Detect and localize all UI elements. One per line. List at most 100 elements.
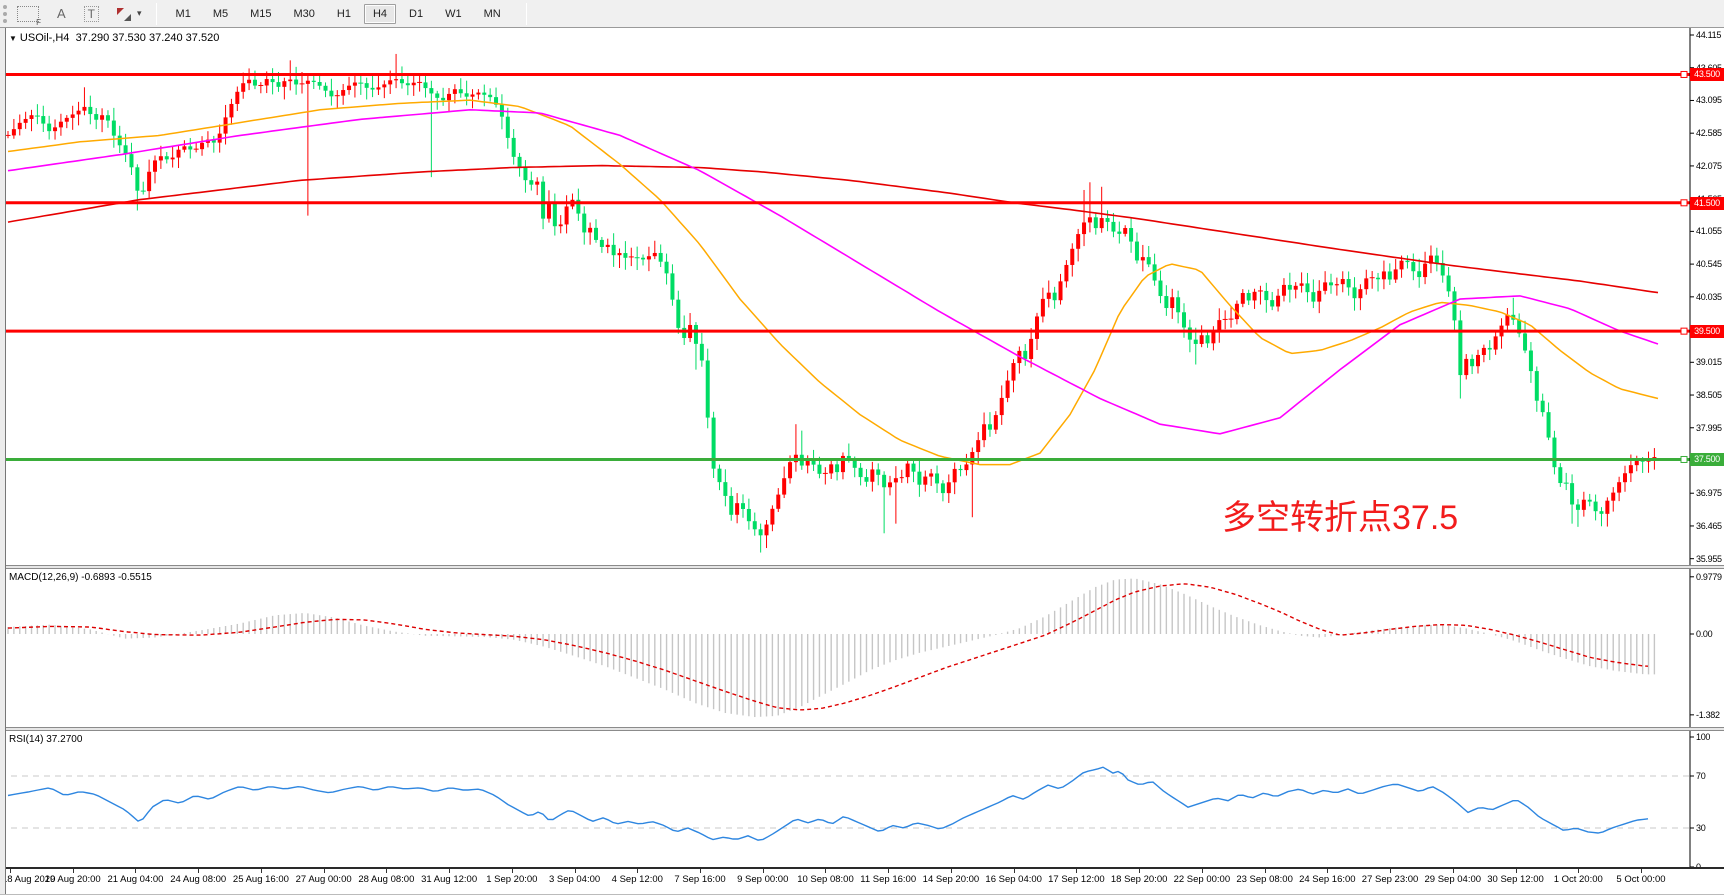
time-tick: [1013, 869, 1015, 873]
main-chart-canvas[interactable]: [0, 28, 1724, 565]
time-tick: [762, 869, 764, 873]
toolbar-separator-2: [525, 2, 527, 25]
price-tick-37.995: 37.995: [1696, 423, 1722, 433]
timeframe-button-d1[interactable]: D1: [409, 7, 424, 20]
time-label-24: 30 Sep 12:00: [1487, 874, 1544, 885]
indicator-grid-icon[interactable]: F: [17, 5, 41, 27]
chart-annotation: 多空转折点37.5: [1222, 499, 1459, 537]
timeframe-button-m5[interactable]: M5: [212, 7, 229, 20]
chart-title-symbol: USOil-,H4: [19, 32, 70, 44]
main-chart-panel: ▼ USOil-,H4 37.290 37.530 37.240 37.520 多…: [0, 28, 1724, 565]
timeframe-button-m15[interactable]: M15: [250, 7, 272, 20]
price-tick-42.075: 42.075: [1696, 161, 1722, 171]
time-label-16: 16 Sep 04:00: [985, 874, 1042, 885]
price-tick-36.975: 36.975: [1696, 488, 1722, 498]
cursor-letter-icon[interactable]: A: [57, 6, 66, 21]
price-tick-42.585: 42.585: [1696, 128, 1722, 138]
time-label-8: 1 Sep 20:00: [486, 874, 538, 885]
time-tick: [323, 869, 325, 873]
time-label-6: 28 Aug 08:00: [358, 874, 415, 885]
price-tick-40.035: 40.035: [1696, 292, 1722, 302]
macd-panel: MACD(12,26,9) -0.6893 -0.5515 0.9779 0.00…: [0, 569, 1724, 727]
rsi-tick-30: 30: [1696, 823, 1706, 833]
price-tick-36.465: 36.465: [1696, 521, 1722, 531]
dropdown-caret-icon[interactable]: ▾: [137, 8, 142, 18]
timeframe-button-mn[interactable]: MN: [483, 7, 501, 20]
time-tick: [135, 869, 137, 873]
price-line-label-39.500: 39.500: [1690, 325, 1724, 338]
price-tick-43.095: 43.095: [1696, 95, 1722, 105]
price-tick-41.055: 41.055: [1696, 226, 1722, 236]
macd-tick--1.382: -1.382: [1696, 710, 1720, 720]
text-tool-icon[interactable]: T: [83, 5, 100, 22]
price-line-label-37.500: 37.500: [1690, 453, 1724, 466]
chart-title-ohlc: 37.290 37.530 37.240 37.520: [75, 32, 220, 44]
macd-tick-0.00: 0.00: [1696, 629, 1713, 639]
time-tick: [1640, 869, 1642, 873]
macd-tick-0.9779: 0.9779: [1696, 572, 1722, 582]
arrow-styles-icon[interactable]: [117, 7, 132, 21]
time-tick: [198, 869, 200, 873]
toolbar-drag-handle[interactable]: [3, 4, 13, 23]
rsi-panel: RSI(14) 37.2700 10070300: [0, 731, 1724, 872]
price-tick-38.505: 38.505: [1696, 390, 1722, 400]
time-tick: [574, 869, 576, 873]
window-left-edge: [0, 28, 6, 894]
chart-title: ▼ USOil-,H4 37.290 37.530 37.240 37.520: [9, 32, 219, 44]
price-tick-40.545: 40.545: [1696, 259, 1722, 269]
time-tick: [1515, 869, 1517, 873]
timeframe-buttons: M1 M5 M15 M30 H1 H4 D1 W1 MN: [165, 3, 512, 24]
panel-separator-rsi[interactable]: [0, 727, 1724, 731]
symbol-dropdown-icon[interactable]: ▼: [9, 34, 17, 43]
macd-canvas[interactable]: [0, 569, 1724, 727]
time-tick: [888, 869, 890, 873]
time-tick: [637, 869, 639, 873]
price-tick-44.115: 44.115: [1696, 30, 1722, 40]
timeframe-button-w1[interactable]: W1: [445, 7, 462, 20]
time-tick: [1264, 869, 1266, 873]
rsi-label: RSI(14) 37.2700: [9, 734, 83, 745]
time-label-18: 18 Sep 20:00: [1110, 874, 1168, 885]
time-label-5: 27 Aug 00:00: [295, 874, 352, 885]
time-tick: [449, 869, 451, 873]
time-label-3: 24 Aug 08:00: [170, 874, 227, 885]
time-label-4: 25 Aug 16:00: [232, 874, 289, 885]
time-label-7: 31 Aug 12:00: [421, 874, 478, 885]
time-tick: [700, 869, 702, 873]
toolbar-separator: [155, 2, 157, 25]
price-line-label-41.500: 41.500: [1690, 197, 1724, 210]
timeframe-button-m1[interactable]: M1: [175, 7, 191, 20]
time-tick: [10, 869, 11, 873]
timeframe-button-h4[interactable]: H4: [363, 3, 397, 24]
timeframe-button-h1[interactable]: H1: [336, 7, 351, 20]
time-tick: [511, 869, 513, 873]
time-label-13: 10 Sep 08:00: [797, 874, 854, 885]
time-tick: [1139, 869, 1141, 873]
time-tick: [1076, 869, 1078, 873]
time-label-2: 21 Aug 04:00: [107, 874, 164, 885]
time-tick: [1578, 869, 1580, 873]
time-tick: [1327, 869, 1329, 873]
rsi-tick-70: 70: [1696, 771, 1706, 781]
time-tick: [386, 869, 388, 873]
time-label-0: 18 Aug 2020: [2, 874, 56, 885]
time-tick: [1452, 869, 1454, 873]
time-label-9: 3 Sep 04:00: [548, 874, 601, 885]
panel-separator-macd[interactable]: [0, 565, 1724, 569]
time-label-1: 19 Aug 20:00: [44, 874, 101, 885]
rsi-canvas[interactable]: [0, 731, 1724, 867]
time-label-22: 27 Sep 23:00: [1361, 874, 1419, 885]
time-tick: [72, 869, 74, 873]
rsi-tick-100: 100: [1696, 732, 1711, 742]
timeframe-button-m30[interactable]: M30: [293, 7, 315, 20]
time-label-10: 4 Sep 12:00: [611, 874, 663, 885]
price-tick-39.015: 39.015: [1696, 357, 1722, 367]
price-line-label-43.500: 43.500: [1690, 68, 1724, 81]
time-label-15: 14 Sep 20:00: [922, 874, 980, 885]
time-tick: [260, 869, 262, 873]
time-axis[interactable]: 18 Aug 2020 19 Aug 20:00 21 Aug 04:00 24 Au…: [0, 867, 1724, 894]
time-label-17: 17 Sep 12:00: [1048, 874, 1105, 885]
time-label-12: 9 Sep 00:00: [737, 874, 789, 885]
macd-label: MACD(12,26,9) -0.6893 -0.5515: [9, 572, 152, 583]
